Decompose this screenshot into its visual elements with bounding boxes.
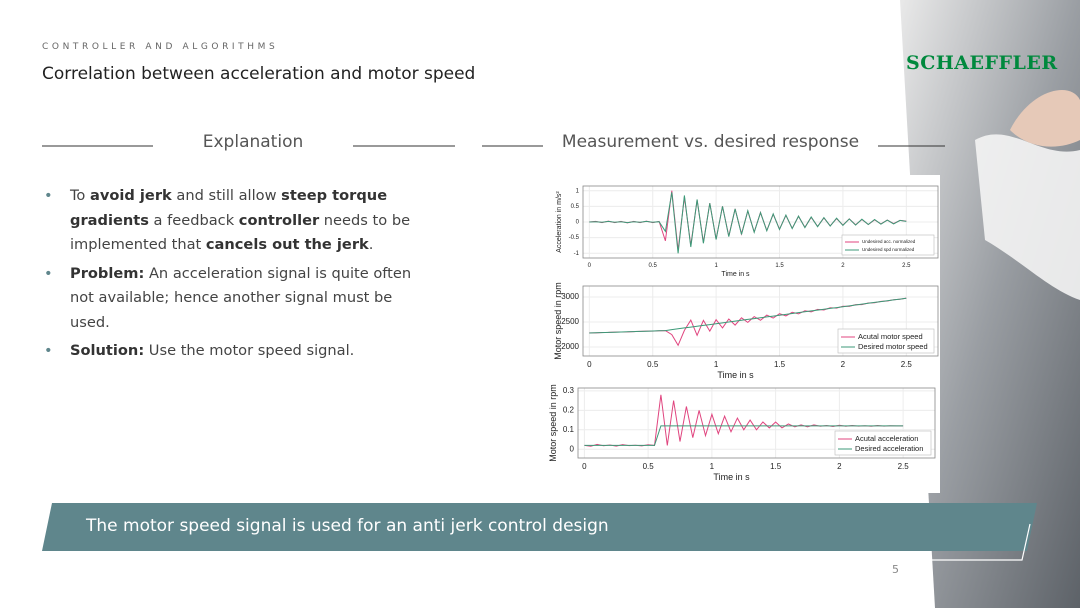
x-tick-label: 1 (714, 263, 718, 269)
x-tick-label: 1.5 (770, 462, 782, 471)
legend-box (837, 328, 935, 354)
legend-label: Undesired spd normalized (862, 247, 915, 252)
y-tick-label: 0 (576, 220, 580, 226)
slide-title: Correlation between acceleration and mot… (42, 64, 476, 84)
x-tick-label: 1.5 (774, 360, 786, 369)
y-tick-label: -0.5 (569, 235, 580, 241)
legend-label: Acutal motor speed (858, 332, 923, 341)
y-tick-label: 0.5 (571, 204, 580, 210)
puzzle-piece (975, 134, 1080, 300)
x-tick-label: 0.5 (649, 263, 658, 269)
x-tick-label: 0 (588, 263, 592, 269)
legend-label: Undesired acc. normalized (862, 239, 916, 244)
y-tick-label: 1 (576, 188, 580, 194)
y-tick-label: 0 (570, 444, 575, 453)
banner-text: The motor speed signal is used for an an… (86, 516, 609, 536)
legend-label: Desired motor speed (858, 342, 928, 351)
y-tick-label: -1 (574, 251, 580, 257)
x-axis-label: Time in s (717, 370, 754, 380)
y-axis-label: Acceleration in m/s² (556, 191, 563, 253)
text: . (368, 236, 374, 253)
bullet: Problem: An acceleration signal is quite… (44, 262, 414, 336)
x-tick-label: 2.5 (902, 263, 911, 269)
x-tick-label: 1.5 (775, 263, 784, 269)
x-tick-label: 2.5 (898, 462, 910, 471)
page-number: 5 (892, 563, 899, 576)
legend-label: Acutal acceleration (855, 434, 918, 443)
legend-box (841, 234, 935, 256)
plot-frame (582, 285, 939, 357)
x-tick-label: 2 (837, 462, 842, 471)
text: An acceleration signal is quite often no… (70, 264, 412, 331)
y-tick-label: 2500 (561, 317, 579, 326)
y-axis-label: Motor speed in rpm (548, 384, 558, 462)
y-axis-label: Motor speed in rpm (553, 282, 563, 360)
legend-box (834, 430, 932, 456)
x-tick-label: 2.5 (901, 360, 913, 369)
banner-accent (900, 523, 1031, 561)
plot-frame (577, 387, 936, 459)
text: Use the motor speed signal. (144, 342, 355, 359)
plot-frame (582, 185, 939, 259)
y-tick-label: 2000 (561, 342, 579, 351)
right-heading: Measurement vs. desired response (561, 132, 860, 152)
x-tick-label: 0.5 (647, 360, 659, 369)
bold-text: cancels out the jerk (205, 236, 369, 253)
y-tick-label: 0.1 (563, 425, 575, 434)
y-tick-label: 0.3 (563, 386, 575, 395)
text: and still allow (171, 187, 282, 204)
bold-text: avoid jerk (90, 187, 172, 204)
hand (1010, 90, 1080, 147)
x-tick-label: 2 (841, 360, 846, 369)
series-line (584, 425, 904, 446)
bold-text: controller (238, 211, 320, 229)
left-heading: Explanation (202, 132, 304, 152)
bullet-list: To avoid jerk and still allow steep torq… (44, 184, 414, 368)
x-tick-label: 0 (587, 360, 592, 369)
bold-text: Solution: (70, 342, 145, 359)
series-line (589, 297, 907, 334)
bold-text: steep torque gradients (70, 187, 388, 229)
text: needs to be implemented that (70, 211, 411, 254)
legend-label: Desired acceleration (855, 444, 923, 453)
bold-text: Problem: (70, 264, 145, 282)
x-tick-label: 1 (714, 360, 719, 369)
x-axis-label: Time in s (721, 271, 750, 278)
text: a feedback (148, 211, 239, 229)
bullet: To avoid jerk and still allow steep torq… (44, 184, 414, 258)
y-tick-label: 0.2 (563, 405, 575, 414)
banner (42, 503, 1037, 551)
text: To (70, 187, 91, 204)
logo: SCHAEFFLER (906, 52, 1058, 74)
x-tick-label: 2 (841, 263, 845, 269)
x-axis-label: Time in s (713, 472, 750, 482)
section-label: CONTROLLER AND ALGORITHMS (42, 42, 279, 52)
x-tick-label: 0 (582, 462, 587, 471)
bullet: Solution: Use the motor speed signal. (44, 339, 414, 364)
series-line (589, 192, 907, 254)
x-tick-label: 1 (710, 462, 715, 471)
x-tick-label: 0.5 (643, 462, 655, 471)
y-tick-label: 3000 (561, 292, 579, 301)
